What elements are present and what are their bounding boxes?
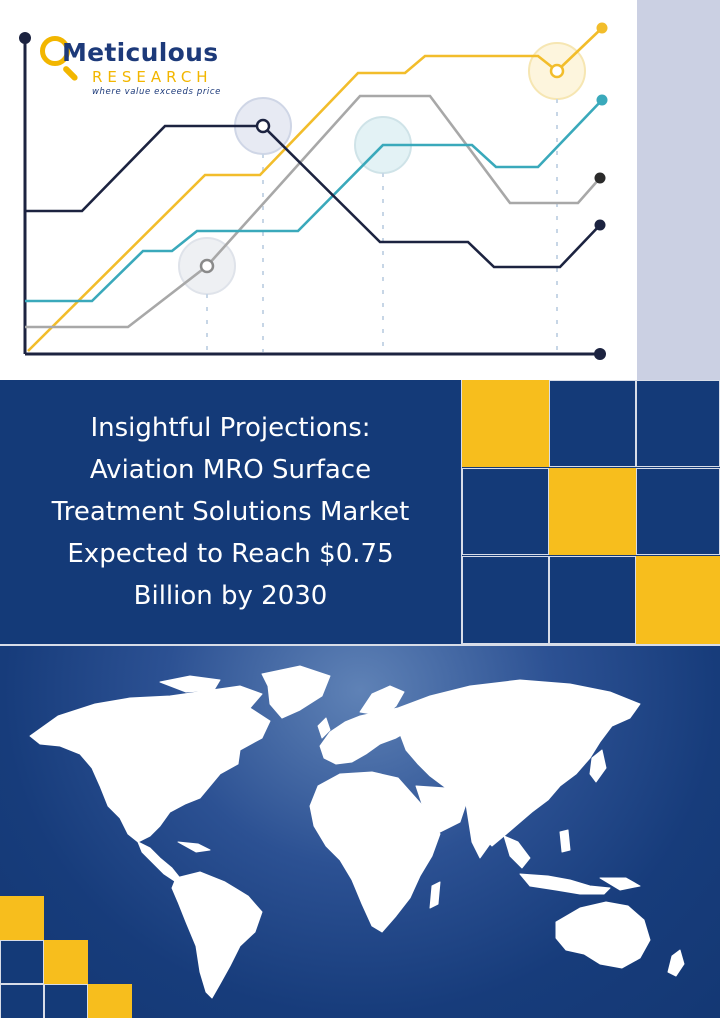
new-guinea bbox=[599, 877, 641, 891]
south-america bbox=[171, 871, 263, 999]
dark-line bbox=[25, 124, 601, 269]
cover-chart-section: Meticulous RESEARCH where value exceeds … bbox=[0, 0, 720, 380]
magnifier-icon bbox=[40, 36, 70, 66]
magnifier-handle bbox=[61, 64, 79, 82]
corner-tile bbox=[44, 984, 88, 1018]
africa bbox=[309, 771, 441, 933]
corner-tile bbox=[44, 940, 88, 984]
gray-end-dot bbox=[594, 172, 606, 184]
scandinavia bbox=[359, 685, 405, 717]
title-line: Insightful Projections: bbox=[90, 413, 371, 443]
title-line: Aviation MRO Surface bbox=[89, 455, 372, 485]
yellow-line bbox=[27, 27, 603, 352]
teal-end-dot bbox=[596, 94, 608, 106]
southeast-asia bbox=[503, 835, 531, 869]
corner-tile bbox=[0, 896, 44, 940]
highlight-marker bbox=[199, 258, 215, 274]
brand-tagline: where value exceeds price bbox=[92, 87, 221, 97]
central-america bbox=[137, 841, 181, 883]
title-line: Billion by 2030 bbox=[133, 581, 328, 611]
grid-tile bbox=[549, 380, 636, 467]
greenland bbox=[261, 665, 331, 719]
grid-tile bbox=[636, 380, 720, 467]
madagascar bbox=[429, 881, 441, 909]
corner-tile bbox=[0, 984, 44, 1018]
japan bbox=[589, 749, 607, 783]
gray-line bbox=[25, 94, 601, 329]
corner-tile bbox=[0, 940, 44, 984]
grid-tile bbox=[462, 380, 549, 467]
title-line: Treatment Solutions Market bbox=[51, 497, 410, 527]
grid-tile bbox=[462, 468, 549, 555]
grid-tile bbox=[549, 556, 636, 644]
brand-name: Meticulous bbox=[62, 38, 219, 67]
axis-end-dot bbox=[594, 348, 606, 360]
decorative-line-chart bbox=[19, 22, 608, 360]
india bbox=[465, 803, 499, 859]
grid-tile bbox=[636, 468, 720, 555]
grid-tile bbox=[462, 556, 549, 644]
new-zealand bbox=[667, 949, 685, 977]
dark-end-dot bbox=[594, 219, 606, 231]
philippines bbox=[559, 829, 571, 853]
british-isles bbox=[317, 717, 331, 739]
highlight-marker bbox=[255, 118, 271, 134]
highlight-marker bbox=[549, 63, 565, 79]
australia bbox=[555, 901, 651, 969]
report-title: Insightful Projections: Aviation MRO Sur… bbox=[16, 407, 446, 617]
north-america bbox=[29, 685, 271, 843]
axis-end-dot bbox=[19, 32, 31, 44]
title-box: Insightful Projections: Aviation MRO Sur… bbox=[0, 380, 462, 644]
title-line: Expected to Reach $0.75 bbox=[67, 539, 394, 569]
caribbean bbox=[177, 841, 211, 853]
asia bbox=[397, 679, 641, 847]
arctic-islands bbox=[159, 675, 221, 693]
brand-logo: Meticulous RESEARCH where value exceeds … bbox=[40, 34, 240, 104]
brand-subname: RESEARCH bbox=[92, 68, 213, 86]
title-band: Insightful Projections: Aviation MRO Sur… bbox=[0, 380, 720, 644]
side-panel bbox=[637, 0, 720, 380]
yellow-end-dot bbox=[596, 22, 608, 34]
teal-line bbox=[25, 99, 603, 303]
world-map bbox=[29, 665, 685, 999]
grid-tile bbox=[549, 468, 636, 555]
grid-tile bbox=[636, 556, 720, 644]
indonesia bbox=[519, 873, 611, 895]
world-map-section bbox=[0, 644, 720, 1018]
corner-tile bbox=[88, 984, 132, 1018]
